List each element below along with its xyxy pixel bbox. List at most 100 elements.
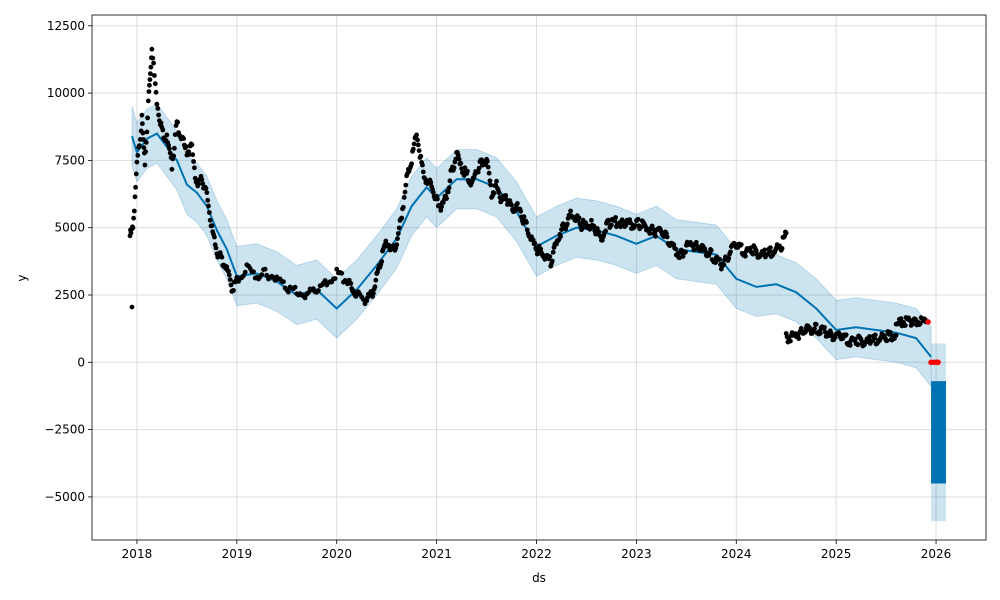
observed-point	[228, 282, 234, 288]
x-tick-label: 2026	[921, 547, 952, 561]
observed-point	[852, 336, 858, 342]
highlighted-points	[925, 319, 941, 366]
highlighted-point	[925, 319, 931, 325]
observed-point	[524, 227, 530, 233]
observed-point	[603, 228, 608, 234]
y-tick-label: 10000	[47, 86, 85, 100]
observed-point	[728, 249, 733, 255]
observed-point	[518, 208, 524, 214]
x-tick-label: 2021	[421, 547, 452, 561]
observed-point	[164, 132, 170, 138]
observed-point	[867, 334, 872, 339]
y-tick-label: −5000	[44, 490, 85, 504]
observed-point	[568, 208, 573, 214]
observed-point	[411, 141, 417, 147]
observed-point	[183, 144, 189, 149]
observed-point	[589, 217, 594, 223]
observed-point	[680, 254, 686, 259]
y-tick-label: 5000	[54, 221, 85, 235]
future-forecast-block	[931, 381, 947, 484]
observed-point	[647, 231, 653, 236]
observed-point	[396, 225, 402, 231]
observed-point	[348, 281, 354, 286]
observed-point	[306, 290, 311, 295]
observed-point	[487, 178, 493, 184]
observed-point	[768, 245, 773, 251]
observed-point	[196, 181, 201, 187]
observed-point	[691, 247, 697, 253]
observed-point	[635, 216, 641, 222]
y-tick-label: 7500	[54, 153, 85, 167]
observed-point	[488, 182, 494, 188]
observed-point	[200, 181, 206, 187]
observed-point	[207, 217, 213, 223]
observed-point	[465, 168, 470, 174]
observed-point	[693, 239, 699, 245]
observed-point	[224, 264, 230, 270]
observed-point	[144, 129, 150, 135]
observed-point	[227, 277, 233, 282]
observed-point	[428, 180, 434, 185]
observed-point	[496, 190, 502, 196]
observed-point	[683, 249, 688, 255]
observed-point	[143, 140, 149, 145]
observed-point	[146, 89, 152, 94]
observed-point	[191, 159, 197, 164]
observed-point	[130, 225, 136, 231]
observed-point	[395, 236, 400, 242]
observed-point	[753, 248, 759, 254]
observed-point	[399, 215, 405, 221]
observed-point	[438, 208, 444, 213]
observed-point	[822, 325, 827, 330]
observed-point	[564, 221, 570, 227]
observed-point	[140, 130, 146, 136]
observed-point	[394, 242, 400, 248]
observed-point	[430, 190, 436, 195]
observed-point	[917, 321, 923, 326]
observed-point	[847, 342, 853, 348]
observed-point	[148, 71, 153, 77]
observed-point	[415, 142, 421, 148]
y-axis-label: y	[15, 274, 29, 281]
observed-point	[212, 234, 217, 240]
observed-point	[207, 210, 212, 215]
observed-point	[444, 196, 449, 202]
observed-point	[190, 152, 196, 158]
observed-point	[609, 222, 614, 228]
observed-point	[147, 77, 153, 82]
observed-point	[140, 121, 145, 127]
observed-point	[147, 82, 152, 88]
x-tick-label: 2022	[521, 547, 552, 561]
observed-point	[547, 254, 553, 259]
observed-point	[549, 258, 555, 264]
observed-point	[414, 132, 419, 138]
observed-point	[653, 233, 658, 239]
observed-point	[203, 185, 209, 191]
observed-point	[494, 178, 499, 184]
observed-point	[576, 215, 582, 221]
observed-point	[199, 177, 205, 183]
x-tick-label: 2020	[321, 547, 352, 561]
observed-point	[803, 329, 808, 335]
plot-frame	[91, 14, 987, 541]
y-axis-ticks: −5000 −2500 0 2500 5000 7500 10000 12500	[44, 19, 92, 504]
observed-point	[153, 89, 159, 95]
x-tick-label: 2018	[122, 547, 153, 561]
observed-point	[131, 208, 137, 214]
observed-point	[134, 159, 140, 165]
observed-point	[708, 248, 714, 253]
highlighted-point	[935, 359, 941, 366]
y-tick-label: −2500	[44, 423, 85, 437]
observed-point	[743, 253, 748, 259]
observed-point	[154, 101, 160, 107]
observed-point	[884, 338, 890, 344]
observed-point	[213, 245, 219, 251]
observed-point	[503, 193, 509, 198]
observed-point	[439, 204, 444, 210]
observed-point	[281, 279, 286, 285]
observed-point	[872, 332, 878, 338]
observed-point	[458, 160, 464, 166]
observed-point	[189, 142, 195, 148]
observed-point	[128, 230, 134, 236]
observed-point	[141, 137, 146, 142]
